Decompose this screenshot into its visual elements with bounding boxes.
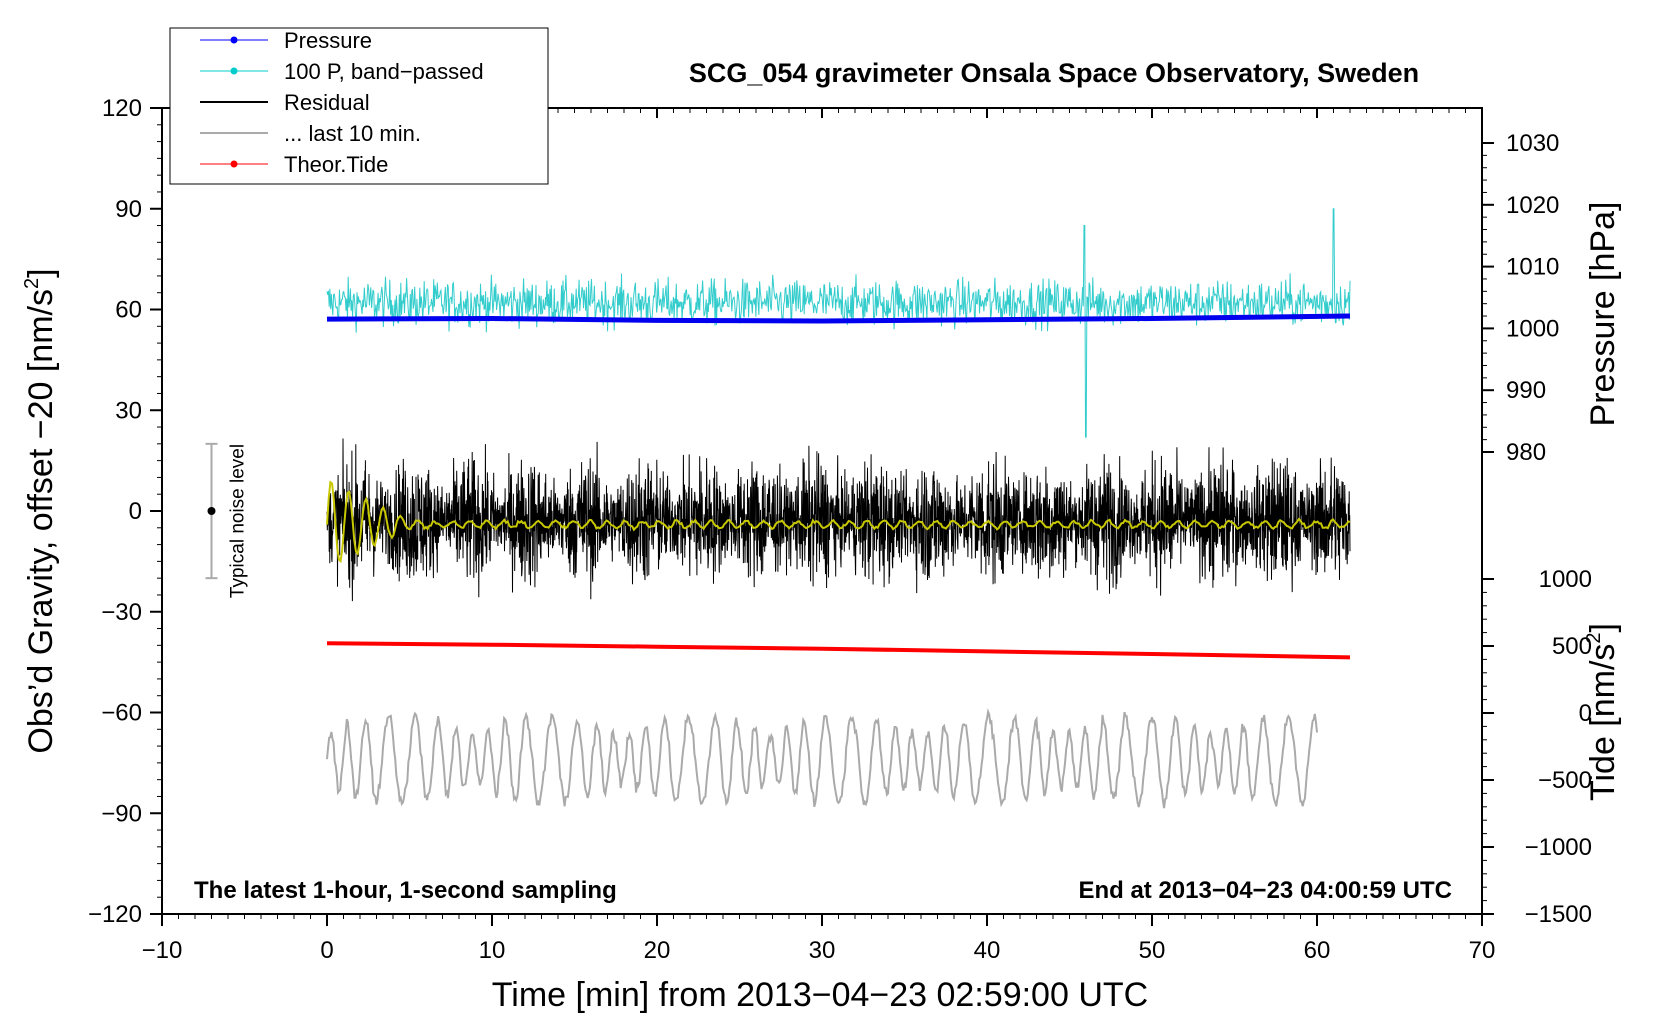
legend-label: Theor.Tide (284, 152, 388, 177)
y-axis-left-title-main: Obs’d Gravity, offset −20 [nm/s (22, 289, 60, 754)
pressure-tick-label: 1000 (1506, 315, 1559, 342)
y-left-tick-label: 30 (115, 397, 142, 424)
annotation-left: The latest 1-hour, 1-second sampling (194, 877, 617, 904)
legend-marker (230, 160, 238, 168)
chart-title: SCG_054 gravimeter Onsala Space Observat… (689, 58, 1419, 88)
series-last-10-min (326, 708, 1318, 809)
series-layer (326, 208, 1351, 809)
y-axis-tide-title-main: Tide [nm/s (1584, 644, 1622, 801)
x-axis-title: Time [min] from 2013−04−23 02:59:00 UTC (492, 976, 1148, 1014)
y-left-tick-label: −90 (101, 800, 142, 827)
tide-tick-label: 0 (1579, 700, 1592, 727)
y-left-tick-label: 120 (102, 95, 142, 122)
x-tick-label: 50 (1139, 937, 1166, 964)
noise-bar-label: Typical noise level (228, 444, 249, 598)
noise-bar-center-dot (207, 507, 216, 515)
tide-tick-label: 1000 (1539, 566, 1592, 593)
y-left-tick-label: 90 (115, 196, 142, 223)
y-left-tick-label: −60 (101, 700, 142, 727)
tide-tick-label: 500 (1552, 633, 1592, 660)
tide-tick-label: −1000 (1525, 834, 1592, 861)
legend-box (169, 27, 549, 185)
axis-ticks: −10 0 10 20 30 40 50 60 701209060300−30−60−90−12… (88, 95, 1592, 964)
x-tick-label: 70 (1469, 937, 1496, 964)
y-axis-left-title-end: ] (22, 268, 60, 277)
pressure-tick-label: 1030 (1506, 130, 1559, 157)
x-tick-label: 10 (479, 937, 506, 964)
legend-label: Residual (284, 90, 370, 115)
legend-label: Pressure (284, 28, 372, 53)
series-theor-tide (326, 641, 1351, 660)
legend-marker (230, 67, 238, 75)
annotation-right: End at 2013−04−23 04:00:59 UTC (1078, 877, 1452, 904)
y-axis-left-title: Obs’d Gravity, offset −20 [nm/s2] (21, 268, 60, 753)
pressure-tick-label: 1010 (1506, 254, 1559, 281)
y-axis-tide-title: Tide [nm/s2] (1583, 623, 1622, 801)
x-tick-label: 60 (1304, 937, 1331, 964)
x-tick-label: 40 (974, 937, 1001, 964)
series-residual (326, 438, 1351, 602)
x-tick-label: 0 (320, 937, 333, 964)
pressure-tick-label: 980 (1506, 439, 1546, 466)
series-pressure (326, 313, 1351, 324)
y-axis-left-title-sup: 2 (21, 278, 43, 289)
x-tick-label: 20 (644, 937, 671, 964)
legend-marker (230, 36, 238, 44)
y-left-tick-label: 0 (129, 498, 142, 525)
tide-tick-label: −1500 (1525, 901, 1592, 928)
y-left-tick-label: −30 (101, 599, 142, 626)
legend: Pressure 100 P, band−passed Residual ... la… (169, 27, 549, 185)
noise-level-bar: Typical noise level (205, 442, 249, 598)
pressure-tick-label: 990 (1506, 377, 1546, 404)
x-tick-label: −10 (142, 937, 183, 964)
tide-tick-label: −500 (1538, 767, 1592, 794)
x-tick-label: 30 (809, 937, 836, 964)
y-axis-pressure-title: Pressure [hPa] (1584, 202, 1622, 427)
y-axis-tide-title-end: ] (1584, 623, 1622, 632)
y-left-tick-label: −120 (88, 901, 142, 928)
pressure-tick-label: 1020 (1506, 192, 1559, 219)
series-residual-smoothed (326, 480, 1351, 564)
y-axis-tide-title-sup: 2 (1583, 632, 1605, 643)
legend-label: 100 P, band−passed (284, 59, 484, 84)
legend-label: ... last 10 min. (284, 121, 421, 146)
series-bandpassed-pressure (326, 208, 1351, 438)
y-left-tick-label: 60 (115, 297, 142, 324)
